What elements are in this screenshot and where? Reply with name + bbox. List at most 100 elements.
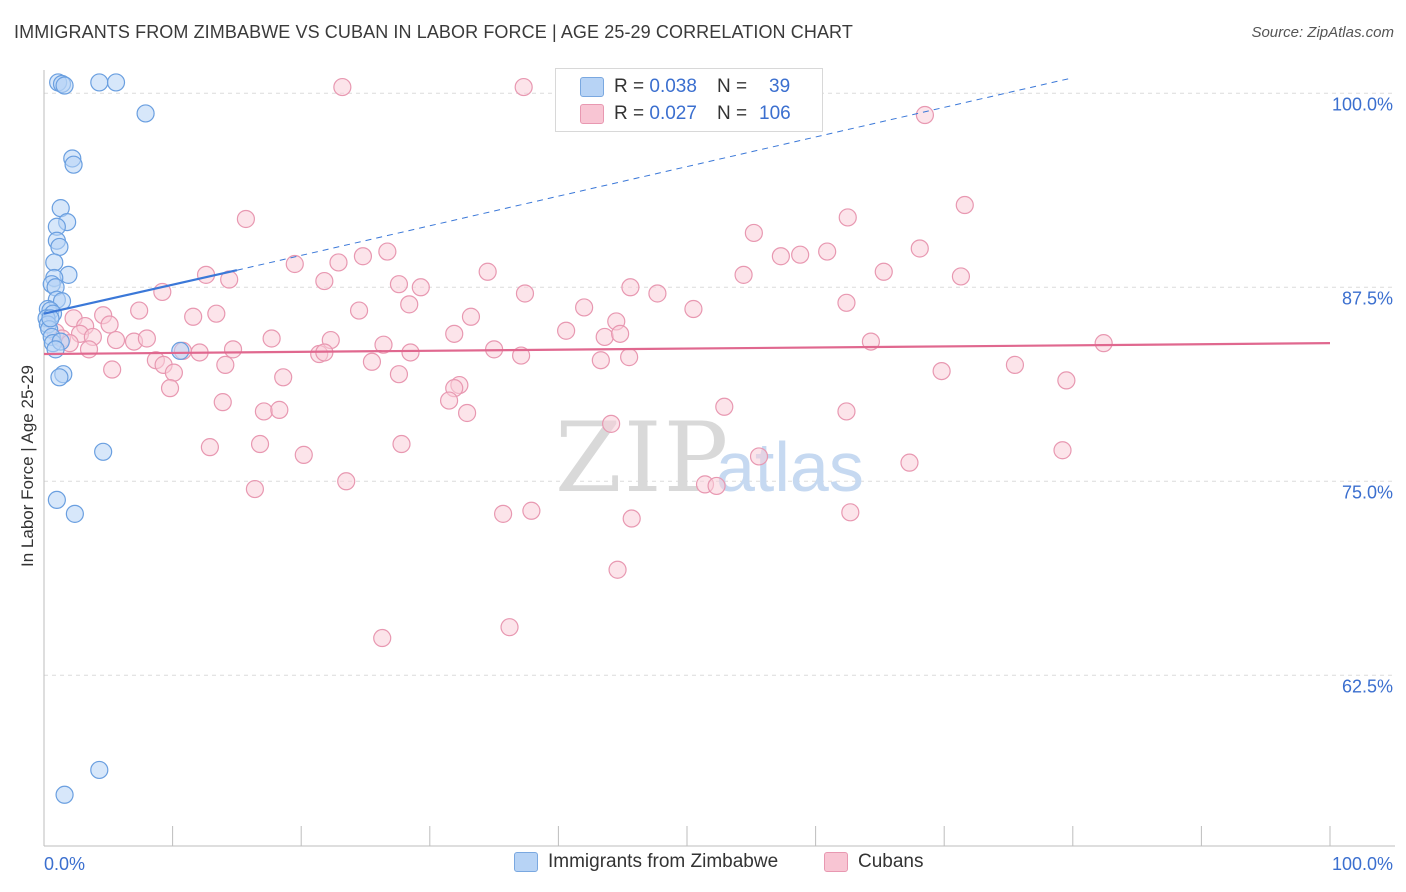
data-point [611,324,630,343]
data-point [494,504,513,523]
legend-r-value-blue: 0.038 [649,76,697,97]
legend-row-cubans: R = 0.027 N = 106 [580,101,791,127]
data-point [213,393,232,412]
source-label: Source: ZipAtlas.com [1251,24,1394,41]
data-point [591,351,610,370]
data-point [389,365,409,384]
data-point [602,414,621,433]
data-point [1053,441,1072,460]
data-point [200,438,219,457]
data-point [1005,355,1025,374]
y-axis-label: In Labor Force | Age 25-29 [18,365,37,567]
y-tick-label: 87.5% [1342,288,1393,308]
bottom-legend-label-cubans: Cubans [858,851,924,872]
bottom-legend-cubans: Cubans [824,851,924,873]
data-point [771,247,790,266]
data-point [378,242,397,261]
data-point [1094,334,1113,353]
data-point [353,247,373,266]
data-point [50,237,69,257]
data-point [160,379,180,398]
data-point [595,327,614,347]
data-point [136,104,155,123]
data-point [333,77,352,97]
data-point [608,560,627,579]
x-tick-label: 0.0% [44,854,85,874]
data-point [270,400,289,419]
legend-swatch-pink [580,104,604,124]
axes [43,70,1395,847]
data-point [512,346,531,365]
data-point [184,307,203,326]
data-point [411,278,430,297]
legend-n-label: N = [716,76,748,97]
data-point [389,275,409,294]
data-point [900,453,919,472]
data-point [648,284,667,303]
data-point [274,368,293,387]
data-point [103,360,122,379]
data-point [620,348,639,367]
legend-swatch-blue [580,77,604,97]
data-point [245,479,265,499]
data-point [749,447,769,466]
data-point [100,315,119,334]
data-point [79,340,99,359]
data-point [951,267,971,286]
data-point [734,265,753,284]
legend-r-value-pink: 0.027 [649,103,697,124]
bottom-legend-label-zimbabwe: Immigrants from Zimbabwe [548,851,779,872]
bottom-legend-zimbabwe: Immigrants from Zimbabwe [514,851,778,873]
data-point [236,209,256,229]
data-point [500,618,519,637]
data-point [55,785,74,804]
data-point [575,298,594,317]
data-point [837,402,856,421]
data-point [164,363,183,382]
data-point [439,391,459,410]
data-point [65,504,84,523]
watermark-atlas: atlas [716,428,864,506]
data-point [64,155,83,174]
data-point [838,208,857,227]
data-point [955,195,974,215]
data-point [818,242,837,261]
data-point [94,442,113,461]
data-point [130,301,149,320]
correlation-legend: R = 0.038 N = 39 R = 0.027 N = 106 [555,68,823,132]
data-point [337,472,356,491]
legend-n-value-pink: 106 [759,103,791,124]
data-point [707,476,726,496]
data-point [715,397,734,416]
data-point [294,445,313,464]
y-tick-label: 75.0% [1342,482,1393,502]
x-tick-labels: 0.0% 100.0% [44,854,1393,874]
data-point [90,760,109,780]
data-point [514,77,533,97]
data-point [171,341,190,361]
data-point [392,434,411,454]
data-point [254,402,274,421]
grid-lines [44,92,1395,676]
data-point [478,262,497,281]
legend-n-value-blue: 39 [769,76,791,97]
data-point [915,105,935,125]
data-point [315,271,334,291]
data-point [621,278,640,297]
data-point [874,262,893,281]
watermark: ZIP atlas [555,402,864,514]
data-point [910,239,929,258]
bottom-legend-swatch-blue [514,852,538,872]
data-point [557,321,576,340]
data-point [684,299,703,319]
data-point [50,368,69,387]
data-point [932,361,951,381]
data-point [445,324,464,343]
trend-line-pink [43,342,1331,356]
data-point [285,254,304,274]
chart-title: IMMIGRANTS FROM ZIMBABWE VS CUBAN IN LAB… [14,22,853,42]
legend-r-label: R = [614,103,645,124]
series-zimbabwe [37,73,190,804]
data-point [515,284,535,303]
data-point [861,332,880,351]
